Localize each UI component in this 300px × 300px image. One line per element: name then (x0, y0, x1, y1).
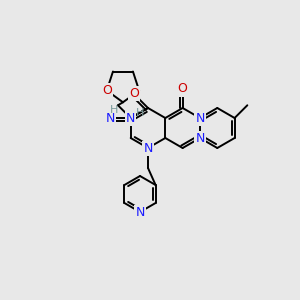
Text: H: H (136, 108, 144, 118)
Text: N: N (195, 112, 205, 124)
Text: O: O (178, 82, 188, 95)
Text: O: O (129, 87, 139, 101)
Text: N: N (195, 131, 205, 145)
Text: H: H (110, 105, 118, 115)
Text: N: N (126, 112, 135, 124)
Text: N: N (135, 206, 145, 218)
Text: O: O (102, 84, 112, 97)
Text: N: N (143, 142, 153, 154)
Text: N: N (106, 112, 116, 124)
